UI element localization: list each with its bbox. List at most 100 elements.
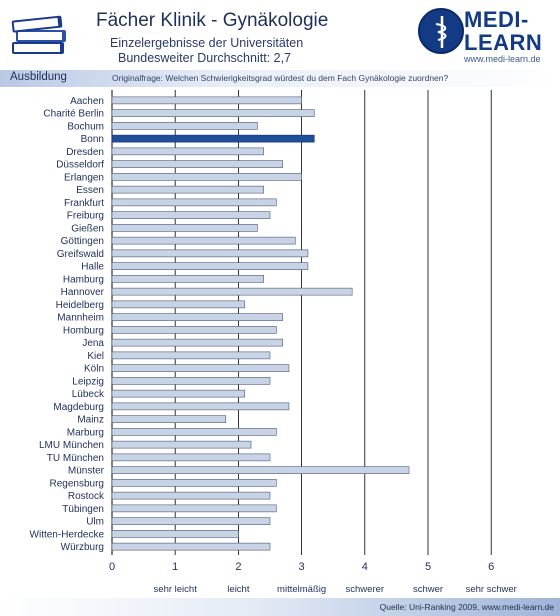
y-tick-label: Düsseldorf bbox=[56, 160, 104, 171]
y-tick-label: Hannover bbox=[61, 287, 105, 298]
bar bbox=[111, 453, 271, 462]
books-icon bbox=[11, 15, 66, 54]
bar bbox=[111, 173, 302, 181]
y-tick-label: Erlangen bbox=[64, 172, 104, 183]
subtitle-line-2: Bundesweiter Durchschnitt: 2,7 bbox=[118, 51, 292, 65]
y-tick-label: Ulm bbox=[86, 517, 104, 528]
y-tick-label: Münster bbox=[68, 466, 105, 477]
question-text: Originalfrage: Welchen Schwierigkeitsgra… bbox=[112, 73, 449, 83]
bar bbox=[111, 224, 258, 232]
x-tick-label: 0 bbox=[109, 561, 115, 573]
bar bbox=[111, 160, 283, 168]
bar bbox=[111, 479, 277, 487]
y-tick-label: Heidelberg bbox=[56, 300, 104, 311]
bar bbox=[111, 326, 277, 334]
scale-label: sehr schwer bbox=[466, 584, 517, 595]
bar bbox=[111, 377, 271, 385]
bar bbox=[111, 287, 353, 296]
bar bbox=[111, 249, 309, 258]
bar bbox=[111, 236, 296, 245]
bar bbox=[111, 415, 227, 423]
scale-label: schwer bbox=[413, 584, 443, 595]
y-tick-label: Leipzig bbox=[72, 376, 104, 387]
y-tick-label: Lübeck bbox=[72, 389, 105, 400]
y-tick-label: Rostock bbox=[68, 491, 105, 502]
x-tick-label: 4 bbox=[362, 561, 368, 573]
y-tick-label: TU München bbox=[47, 453, 104, 464]
bar bbox=[111, 364, 290, 372]
y-tick-label: Witten-Herdecke bbox=[30, 529, 105, 540]
bar bbox=[111, 275, 264, 283]
section-tab: Ausbildung bbox=[10, 71, 67, 83]
bar bbox=[111, 122, 258, 130]
scale-label: sehr leicht bbox=[154, 584, 198, 595]
y-tick-label: Halle bbox=[81, 262, 104, 273]
y-tick-label: Essen bbox=[76, 185, 104, 196]
bar bbox=[111, 402, 290, 411]
bar bbox=[111, 466, 410, 474]
y-tick-label: Homburg bbox=[63, 325, 104, 336]
page-subtitle: Einzelergebnisse der Universitäten Bunde… bbox=[110, 36, 303, 66]
x-tick-label: 5 bbox=[425, 561, 431, 573]
bar bbox=[111, 262, 309, 270]
scale-label: leicht bbox=[227, 584, 250, 595]
y-tick-label: Hamburg bbox=[63, 274, 104, 285]
logo-text: MEDI- LEARN bbox=[464, 8, 542, 54]
bar bbox=[111, 504, 277, 513]
bar bbox=[111, 96, 302, 105]
bar bbox=[111, 313, 283, 321]
bar bbox=[111, 491, 271, 500]
logo-emblem bbox=[418, 8, 464, 54]
y-tick-label: Kiel bbox=[87, 351, 104, 362]
bar-highlight bbox=[111, 134, 315, 143]
bar bbox=[111, 338, 283, 347]
caduceus-icon bbox=[435, 16, 447, 48]
x-tick-label: 2 bbox=[235, 561, 241, 573]
y-tick-label: LMU München bbox=[39, 440, 104, 451]
y-tick-label: Tübingen bbox=[62, 504, 104, 515]
y-tick-label: Bochum bbox=[67, 121, 104, 132]
bar bbox=[111, 198, 277, 207]
y-tick-label: Mannheim bbox=[57, 313, 104, 324]
medi-learn-logo: MEDI- LEARN www.medi-learn.de bbox=[418, 8, 558, 68]
y-tick-label: Greifswald bbox=[57, 249, 104, 260]
x-tick-label: 6 bbox=[488, 561, 494, 573]
bar bbox=[111, 428, 277, 436]
subtitle-line-1: Einzelergebnisse der Universitäten bbox=[110, 36, 304, 50]
y-tick-label: Regensburg bbox=[50, 478, 104, 489]
bar bbox=[111, 300, 246, 309]
logo-text-line-2: LEARN bbox=[464, 30, 543, 55]
scale-label: mittelmäßig bbox=[277, 584, 326, 595]
bar bbox=[111, 517, 271, 525]
bar bbox=[111, 147, 264, 156]
y-tick-label: Charité Berlin bbox=[43, 109, 104, 120]
y-tick-label: Freiburg bbox=[67, 211, 104, 222]
bar bbox=[111, 109, 315, 117]
x-tick-label: 1 bbox=[172, 561, 178, 573]
logo-text-line-1: MEDI- bbox=[464, 7, 529, 32]
x-tick-label: 3 bbox=[299, 561, 305, 573]
bar bbox=[111, 211, 271, 219]
y-tick-label: Würzburg bbox=[61, 542, 104, 553]
y-tick-label: Göttingen bbox=[61, 236, 104, 247]
y-tick-label: Jena bbox=[82, 338, 104, 349]
logo-url[interactable]: www.medi-learn.de bbox=[464, 54, 541, 64]
bar bbox=[111, 542, 271, 551]
y-tick-label: Mainz bbox=[77, 415, 104, 426]
y-tick-label: Magdeburg bbox=[53, 402, 104, 413]
section-bar: Ausbildung Originalfrage: Welchen Schwie… bbox=[0, 70, 560, 87]
page-title: Fächer Klinik - Gynäkologie bbox=[96, 10, 329, 31]
y-tick-label: Frankfurt bbox=[64, 198, 104, 209]
y-tick-label: Köln bbox=[84, 364, 104, 375]
header: Fächer Klinik - Gynäkologie Einzelergebn… bbox=[0, 0, 560, 70]
bar bbox=[111, 351, 271, 360]
y-tick-label: Aachen bbox=[70, 96, 104, 107]
scale-label: schwerer bbox=[346, 584, 385, 595]
y-tick-label: Gießen bbox=[71, 223, 104, 234]
source-text: Quelle: Uni-Ranking 2009, www.medi-learn… bbox=[379, 602, 554, 612]
y-tick-label: Bonn bbox=[81, 134, 104, 145]
bar bbox=[111, 185, 264, 194]
footer-bar: Quelle: Uni-Ranking 2009, www.medi-learn… bbox=[0, 598, 560, 616]
bar bbox=[111, 530, 239, 538]
y-tick-label: Marburg bbox=[67, 427, 104, 438]
